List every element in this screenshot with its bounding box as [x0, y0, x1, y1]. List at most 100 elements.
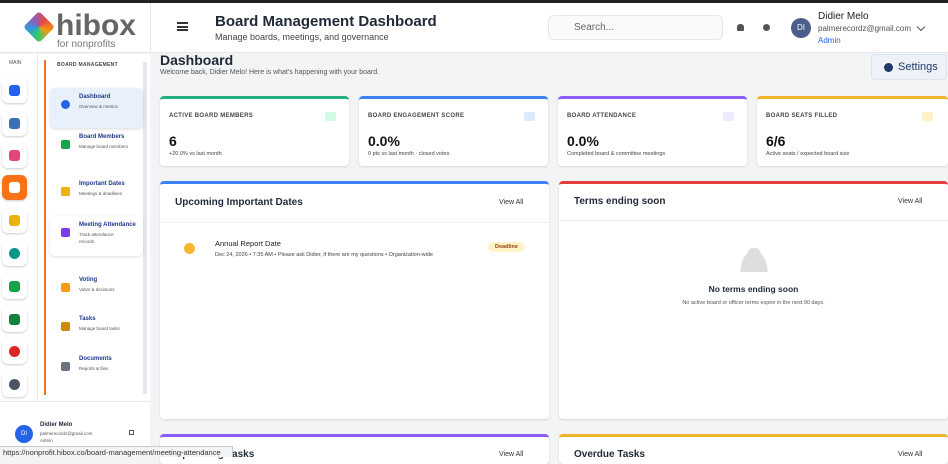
text: Important Dates — [79, 181, 125, 187]
text: Reports & files — [79, 366, 109, 371]
icon-rail: MAIN — [0, 54, 38, 446]
rail-reports[interactable] — [2, 339, 27, 364]
date-detail: Dec 24, 2026 • 7:35 AM • Please ask Didi… — [215, 252, 433, 258]
text: Dashboard — [79, 94, 111, 100]
empty-icon — [739, 248, 769, 272]
logo-name: hibox — [56, 9, 136, 42]
rail-settings[interactable] — [2, 372, 27, 397]
rail-home[interactable] — [2, 78, 27, 103]
theme-icon[interactable] — [763, 24, 770, 31]
header: hibox for nonprofits Board Management Da… — [0, 3, 948, 53]
avatar[interactable]: DI — [791, 18, 811, 38]
divider — [160, 222, 549, 223]
text: Meetings & deadlines — [79, 191, 123, 196]
header-title: Board Management Dashboard — [215, 13, 437, 30]
logo-tagline: for nonprofits — [57, 39, 116, 50]
stat-icon — [524, 112, 535, 121]
sidebar-item[interactable]: Voting Votes & decisions — [50, 271, 143, 311]
menu-button[interactable] — [177, 22, 188, 31]
stat-label: BOARD ENGAGEMENT SCORE — [368, 113, 465, 119]
text: Meeting Attendance — [79, 222, 136, 228]
sidebar-item[interactable]: Important Dates Meetings & deadlines — [50, 175, 143, 215]
empty-text: No active board or officer terms expire … — [682, 300, 825, 306]
rail-network[interactable] — [2, 274, 27, 299]
overdue-card: Overdue Tasks View All — [559, 434, 948, 464]
card-title: Overdue Tasks — [574, 449, 645, 460]
date-title: Annual Report Date — [215, 239, 281, 248]
settings-button[interactable]: Settings — [871, 54, 947, 80]
divider — [559, 220, 948, 221]
text: Votes & decisions — [79, 287, 115, 292]
stat-value: 6/6 — [766, 133, 786, 149]
notification-icon[interactable] — [737, 24, 744, 31]
text: Settings — [898, 61, 938, 73]
stat-label: ACTIVE BOARD MEMBERS — [169, 113, 254, 119]
sidebar-accent — [44, 60, 46, 395]
stat-card: BOARD ENGAGEMENT SCORE 0.0% 0 pts vs las… — [359, 96, 548, 166]
divider — [150, 3, 151, 53]
text: Manage board members — [79, 144, 129, 149]
user-role: Admin — [818, 36, 841, 45]
user-name: Didier Melo — [818, 11, 869, 22]
stat-card: BOARD SEATS FILLED 6/6 Active seats / ex… — [757, 96, 948, 166]
stat-value: 0.0% — [567, 133, 599, 149]
user-email: palmerecordz@gmail.com — [818, 24, 912, 33]
text: Documents — [79, 356, 112, 362]
stat-note: Completed board & committee meetings — [567, 151, 666, 157]
stat-note: +20.0% vs last month — [169, 151, 222, 157]
date-badge: Deadline — [488, 242, 525, 252]
text: Board Members — [79, 134, 125, 140]
date-icon — [184, 243, 195, 254]
sidebar-item[interactable]: Tasks Manage board tasks — [50, 310, 143, 350]
stat-label: BOARD SEATS FILLED — [766, 113, 838, 119]
stat-label: BOARD ATTENDANCE — [567, 113, 637, 119]
view-all-link[interactable]: View All — [499, 199, 524, 206]
text: Tasks — [79, 316, 96, 322]
sidebar-item[interactable]: Board Members Manage board members — [50, 128, 143, 168]
page-welcome: Welcome back, Didier Melo! Here is what'… — [160, 69, 380, 76]
empty-title: No terms ending soon — [708, 284, 799, 294]
user-name: Didier Melo — [40, 422, 73, 428]
rail-education[interactable] — [2, 208, 27, 233]
stat-icon — [325, 112, 336, 121]
rail-people[interactable] — [2, 307, 27, 332]
text: Voting — [79, 277, 98, 283]
text: Manage board tasks — [79, 326, 120, 331]
rail-org[interactable] — [2, 111, 27, 136]
view-all-link[interactable]: View All — [898, 198, 923, 205]
rail-label: MAIN — [9, 60, 22, 66]
rail-globe[interactable] — [2, 241, 27, 266]
status-bar: https://nonprofit.hibox.co/board-managem… — [0, 446, 233, 457]
view-all-link[interactable]: View All — [499, 451, 524, 458]
upcoming-card: Upcoming Important Dates View All Annual… — [160, 181, 549, 419]
stat-icon — [922, 112, 933, 121]
stat-card: BOARD ATTENDANCE 0.0% Completed board & … — [558, 96, 747, 166]
sidebar-item[interactable]: Documents Reports & files — [50, 350, 143, 390]
sidebar-item[interactable]: Dashboard Overview & metrics — [50, 88, 143, 128]
rail-board[interactable] — [2, 175, 27, 200]
user-email: palmerecordz@gmail.com — [40, 431, 93, 436]
card-title: Terms ending soon — [574, 196, 666, 207]
stat-card: ACTIVE BOARD MEMBERS 6 +20.0% vs last mo… — [160, 96, 349, 166]
avatar: DI — [15, 425, 33, 443]
search-input[interactable]: Search... — [548, 15, 723, 40]
stat-value: 6 — [169, 133, 177, 149]
stat-note: Active seats / expected board size — [766, 151, 850, 157]
sidebar-item[interactable]: Meeting Attendance Track attendance recor… — [50, 216, 143, 256]
card-title: Upcoming Important Dates — [175, 197, 303, 208]
view-all-link[interactable]: View All — [898, 451, 923, 458]
terms-card: Terms ending soon View All No terms endi… — [559, 181, 948, 419]
scrollbar — [143, 62, 147, 394]
text: Overview & metrics — [79, 104, 118, 109]
rail-campaigns[interactable] — [2, 143, 27, 168]
logout-icon[interactable] — [129, 430, 134, 435]
header-subtitle: Manage boards, meetings, and governance — [215, 32, 389, 42]
stat-icon — [723, 112, 734, 121]
sidebar-user[interactable]: DI Didier Melo palmerecordz@gmail.com Ad… — [0, 401, 150, 446]
stat-value: 0.0% — [368, 133, 400, 149]
page-title: Dashboard — [160, 52, 234, 68]
top-edge — [0, 0, 948, 3]
user-role: Admin — [40, 438, 53, 443]
user-menu-caret[interactable] — [916, 22, 926, 32]
